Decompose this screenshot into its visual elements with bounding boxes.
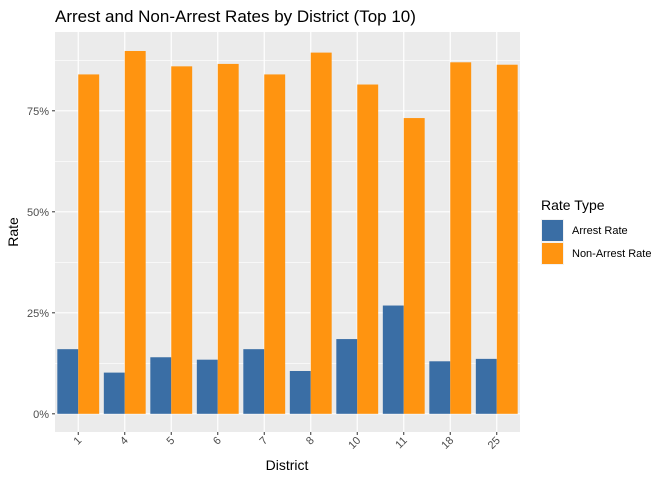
bar-arrest-1 bbox=[57, 349, 79, 414]
x-axis-title: District bbox=[266, 457, 309, 473]
legend-swatch-arrest bbox=[542, 220, 563, 241]
legend-label: Arrest Rate bbox=[572, 225, 628, 237]
x-tick-label: 10 bbox=[346, 435, 363, 452]
legend-title: Rate Type bbox=[541, 197, 605, 213]
legend-swatch-non-arrest bbox=[542, 243, 563, 264]
bar-non-arrest-10 bbox=[357, 84, 379, 414]
bar-arrest-10 bbox=[336, 339, 358, 414]
x-tick-label: 11 bbox=[393, 435, 410, 452]
x-tick-label: 8 bbox=[304, 435, 317, 448]
x-tick-label: 25 bbox=[486, 435, 503, 452]
bar-non-arrest-4 bbox=[124, 50, 146, 414]
x-tick-label: 4 bbox=[118, 435, 131, 448]
bar-non-arrest-6 bbox=[217, 63, 239, 414]
x-tick-label: 18 bbox=[439, 435, 456, 452]
bar-arrest-8 bbox=[289, 370, 311, 414]
bar-non-arrest-1 bbox=[78, 74, 100, 414]
bar-arrest-18 bbox=[429, 361, 451, 414]
bar-arrest-6 bbox=[196, 359, 218, 414]
bar-arrest-4 bbox=[103, 372, 125, 414]
y-tick-label: 50% bbox=[27, 207, 49, 219]
x-tick-label: 7 bbox=[258, 435, 271, 448]
bar-non-arrest-8 bbox=[310, 52, 332, 414]
bar-non-arrest-7 bbox=[264, 74, 286, 414]
bar-arrest-11 bbox=[382, 305, 404, 414]
bar-arrest-5 bbox=[150, 357, 172, 414]
bar-arrest-7 bbox=[243, 349, 265, 414]
x-tick-label: 1 bbox=[72, 435, 85, 448]
bar-non-arrest-18 bbox=[450, 62, 472, 414]
legend: Rate Type Arrest Rate Non-Arrest Rate bbox=[541, 197, 651, 265]
x-tick-label: 6 bbox=[211, 435, 224, 448]
y-tick-label: 0% bbox=[33, 409, 49, 421]
bar-arrest-25 bbox=[475, 358, 497, 414]
bar-non-arrest-5 bbox=[171, 66, 193, 414]
y-axis: 0% 25% 50% 75% bbox=[27, 106, 55, 421]
x-axis: 1 4 5 6 7 8 10 11 18 25 bbox=[72, 432, 503, 452]
y-axis-title: Rate bbox=[5, 217, 21, 247]
plot-panel bbox=[55, 32, 520, 432]
x-tick-label: 5 bbox=[165, 435, 178, 448]
y-tick-label: 25% bbox=[27, 308, 49, 320]
bar-non-arrest-25 bbox=[496, 64, 518, 414]
chart-title: Arrest and Non-Arrest Rates by District … bbox=[55, 7, 416, 26]
y-tick-label: 75% bbox=[27, 106, 49, 118]
legend-label: Non-Arrest Rate bbox=[572, 248, 651, 260]
bar-non-arrest-11 bbox=[403, 118, 425, 414]
